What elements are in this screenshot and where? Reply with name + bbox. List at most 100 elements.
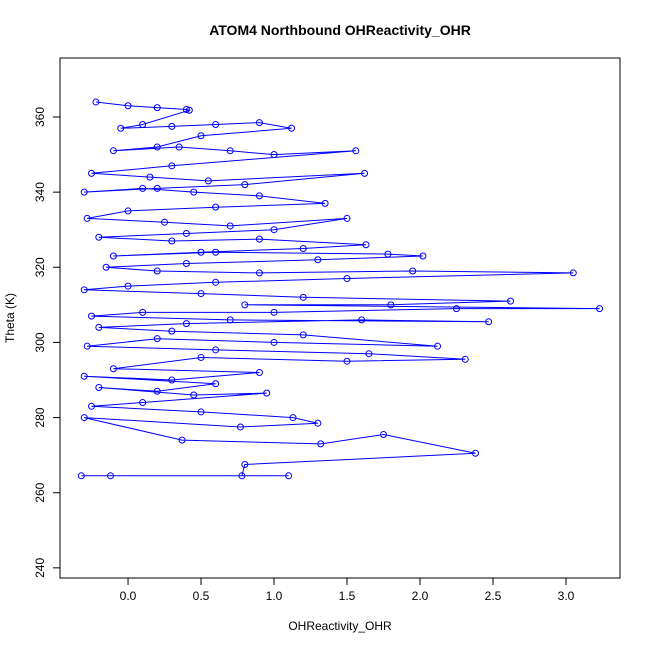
- point: [153, 184, 161, 192]
- point: [299, 293, 307, 301]
- point: [88, 312, 96, 320]
- point: [321, 199, 329, 207]
- point: [212, 121, 220, 129]
- point: [190, 188, 198, 196]
- y-tick-label: 320: [33, 257, 47, 277]
- point: [168, 162, 176, 170]
- point: [288, 124, 296, 132]
- x-tick-label: 0.5: [193, 589, 210, 603]
- plot-frame: [59, 57, 621, 579]
- point: [178, 436, 186, 444]
- point: [471, 449, 479, 457]
- point: [153, 143, 161, 151]
- point: [226, 222, 234, 230]
- point: [255, 269, 263, 277]
- point: [461, 355, 469, 363]
- point: [80, 188, 88, 196]
- point: [95, 323, 103, 331]
- point: [255, 119, 263, 127]
- point: [77, 472, 85, 480]
- point: [182, 260, 190, 268]
- point: [182, 105, 190, 113]
- point: [255, 192, 263, 200]
- point: [352, 147, 360, 155]
- point: [361, 169, 369, 177]
- y-axis-label: Theta (K): [3, 293, 17, 343]
- point: [124, 207, 132, 215]
- point: [270, 151, 278, 159]
- series-line: [81, 101, 600, 477]
- y-tick-label: 260: [33, 482, 47, 502]
- point: [212, 346, 220, 354]
- point: [92, 98, 100, 106]
- point: [226, 316, 234, 324]
- point: [161, 218, 169, 226]
- point: [80, 414, 88, 422]
- point: [314, 419, 322, 427]
- point: [117, 124, 125, 132]
- point: [358, 316, 366, 324]
- point: [197, 132, 205, 140]
- point: [365, 350, 373, 358]
- y-tick-label: 340: [33, 182, 47, 202]
- point: [212, 203, 220, 211]
- point: [299, 244, 307, 252]
- x-tick-label: 2.5: [485, 589, 502, 603]
- point: [153, 335, 161, 343]
- point: [343, 275, 351, 283]
- y-tick-label: 240: [33, 558, 47, 578]
- point: [343, 357, 351, 365]
- point: [409, 267, 417, 275]
- point: [419, 252, 427, 260]
- x-tick-label: 2.0: [412, 589, 429, 603]
- point: [182, 320, 190, 328]
- x-tick-label: 3.0: [558, 589, 575, 603]
- point: [139, 399, 147, 407]
- point: [212, 380, 220, 388]
- point: [263, 389, 271, 397]
- y-tick-label: 280: [33, 407, 47, 427]
- point: [299, 331, 307, 339]
- point: [102, 263, 110, 271]
- point: [596, 305, 604, 313]
- point: [80, 286, 88, 294]
- point: [241, 301, 249, 309]
- point: [241, 461, 249, 469]
- point: [236, 423, 244, 431]
- point: [343, 214, 351, 222]
- point: [83, 214, 91, 222]
- point: [139, 184, 147, 192]
- point: [80, 372, 88, 380]
- point: [289, 414, 297, 422]
- x-tick-label: 0.0: [120, 589, 137, 603]
- point: [255, 368, 263, 376]
- point: [197, 353, 205, 361]
- point: [109, 147, 117, 155]
- point: [241, 181, 249, 189]
- point: [197, 248, 205, 256]
- point: [270, 308, 278, 316]
- point: [270, 338, 278, 346]
- point: [452, 305, 460, 313]
- point: [153, 267, 161, 275]
- point: [197, 408, 205, 416]
- point: [153, 387, 161, 395]
- point: [182, 229, 190, 237]
- point: [204, 177, 212, 185]
- point: [168, 122, 176, 130]
- point: [124, 282, 132, 290]
- point: [270, 226, 278, 234]
- point: [124, 102, 132, 110]
- point: [107, 472, 115, 480]
- point: [83, 342, 91, 350]
- point: [380, 430, 388, 438]
- point: [485, 318, 493, 326]
- point: [212, 248, 220, 256]
- point: [212, 278, 220, 286]
- point: [88, 402, 96, 410]
- point: [168, 376, 176, 384]
- point: [255, 235, 263, 243]
- x-tick-label: 1.0: [266, 589, 283, 603]
- point: [197, 290, 205, 298]
